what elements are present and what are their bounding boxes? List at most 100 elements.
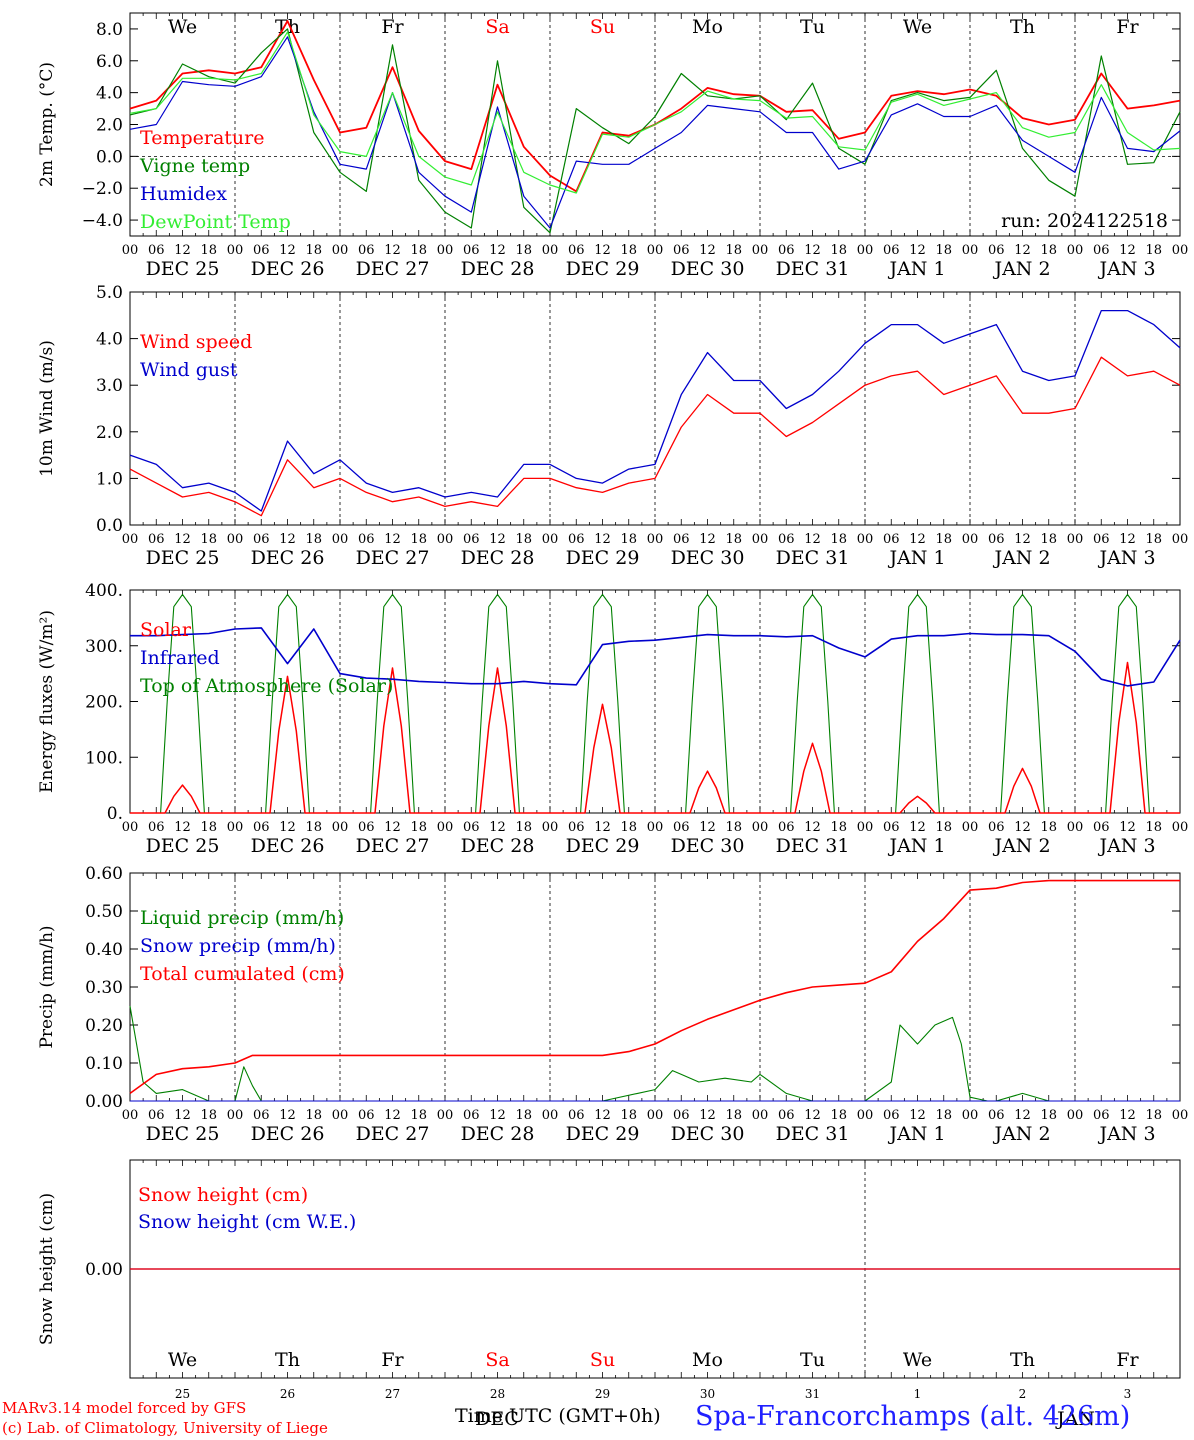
hour-tick-label: 06 bbox=[253, 820, 270, 835]
weekday-label: Th bbox=[275, 1349, 300, 1371]
y-tick-label: −4.0 bbox=[82, 211, 123, 231]
hour-tick-label: 00 bbox=[437, 243, 454, 258]
hour-tick-label: 18 bbox=[1145, 1108, 1162, 1123]
model-credit: MARv3.14 model forced by GFS bbox=[2, 1399, 247, 1417]
precip-series-line bbox=[129, 879, 1180, 1095]
date-label: DEC 26 bbox=[251, 835, 325, 857]
date-label: DEC 26 bbox=[251, 1123, 325, 1145]
hour-tick-label: 12 bbox=[384, 820, 401, 835]
hour-tick-label: 18 bbox=[620, 1108, 637, 1123]
weekday-label: Su bbox=[590, 16, 615, 38]
x-axis-title: Time UTC (GMT+0h) bbox=[455, 1405, 661, 1427]
hour-tick-label: 12 bbox=[909, 820, 926, 835]
date-label: DEC 31 bbox=[776, 1123, 850, 1145]
hour-tick-label: 12 bbox=[699, 243, 716, 258]
hour-tick-label: 18 bbox=[830, 820, 847, 835]
hour-tick-label: 00 bbox=[857, 243, 874, 258]
hour-tick-label: 18 bbox=[200, 532, 217, 547]
hour-tick-label: 06 bbox=[568, 1108, 585, 1123]
date-label: DEC 28 bbox=[461, 258, 535, 280]
hour-tick-label: 06 bbox=[988, 532, 1005, 547]
date-label: DEC 27 bbox=[356, 258, 430, 280]
hour-tick-label: 18 bbox=[305, 820, 322, 835]
hour-tick-label: 06 bbox=[253, 1108, 270, 1123]
y-tick-label: 100. bbox=[85, 748, 123, 768]
hour-tick-label: 12 bbox=[1014, 1108, 1031, 1123]
y-tick-label: 0.10 bbox=[85, 1054, 123, 1074]
date-label: DEC 25 bbox=[146, 547, 220, 569]
y-axis-label: Energy fluxes (W/m²) bbox=[37, 610, 57, 793]
hour-tick-label: 12 bbox=[279, 820, 296, 835]
day-number-label: 2 bbox=[1019, 1387, 1027, 1401]
hour-tick-label: 18 bbox=[410, 243, 427, 258]
date-label: DEC 26 bbox=[251, 547, 325, 569]
hour-tick-label: 12 bbox=[909, 1108, 926, 1123]
date-label: JAN 1 bbox=[887, 835, 945, 857]
hour-tick-label: 00 bbox=[857, 1108, 874, 1123]
date-label: JAN 2 bbox=[992, 1123, 1050, 1145]
hour-tick-label: 18 bbox=[830, 1108, 847, 1123]
hour-tick-label: 00 bbox=[647, 1108, 664, 1123]
date-label: JAN 3 bbox=[1097, 835, 1155, 857]
day-number-label: 1 bbox=[914, 1387, 922, 1401]
day-number-label: 28 bbox=[490, 1387, 505, 1401]
legend-entry: Infrared bbox=[140, 647, 220, 669]
hour-tick-label: 06 bbox=[463, 820, 480, 835]
weekday-label: Fr bbox=[381, 16, 404, 38]
day-number-label: 3 bbox=[1124, 1387, 1132, 1401]
date-label: DEC 30 bbox=[671, 1123, 745, 1145]
hour-tick-label: 00 bbox=[962, 532, 979, 547]
infrared-line bbox=[130, 627, 1181, 687]
y-tick-label: −2.0 bbox=[82, 179, 123, 199]
hour-tick-label: 12 bbox=[384, 1108, 401, 1123]
date-label: DEC 29 bbox=[566, 547, 640, 569]
hour-tick-label: 00 bbox=[647, 820, 664, 835]
date-label: DEC 28 bbox=[461, 547, 535, 569]
legend-entry: Wind gust bbox=[140, 359, 238, 381]
hour-tick-label: 06 bbox=[778, 532, 795, 547]
hour-tick-label: 00 bbox=[332, 820, 349, 835]
legend-entry: Snow precip (mm/h) bbox=[140, 935, 336, 957]
y-tick-label: 0.0 bbox=[96, 516, 123, 536]
legend-entry: Snow height (cm W.E.) bbox=[138, 1211, 356, 1233]
weekday-label: Su bbox=[590, 1349, 615, 1371]
date-label: DEC 28 bbox=[461, 835, 535, 857]
y-axis-label: 10m Wind (m/s) bbox=[37, 340, 57, 477]
hour-tick-label: 00 bbox=[857, 820, 874, 835]
y-axis-label: Snow height (cm) bbox=[37, 1193, 57, 1345]
date-label: JAN 3 bbox=[1097, 1123, 1155, 1145]
hour-tick-label: 18 bbox=[830, 243, 847, 258]
y-tick-label: 1.0 bbox=[96, 469, 123, 489]
hour-tick-label: 18 bbox=[515, 243, 532, 258]
precip-series-line bbox=[129, 1005, 1180, 1102]
date-label: DEC 31 bbox=[776, 547, 850, 569]
hour-tick-label: 06 bbox=[568, 243, 585, 258]
y-tick-label: 400. bbox=[85, 581, 123, 601]
hour-tick-label: 12 bbox=[279, 243, 296, 258]
date-label: DEC 30 bbox=[671, 835, 745, 857]
hour-tick-label: 06 bbox=[463, 1108, 480, 1123]
hour-tick-label: 12 bbox=[594, 532, 611, 547]
date-label: DEC 28 bbox=[461, 1123, 535, 1145]
hour-tick-label: 18 bbox=[935, 820, 952, 835]
y-tick-label: 5.0 bbox=[96, 283, 123, 303]
hour-tick-label: 18 bbox=[620, 820, 637, 835]
hour-tick-label: 06 bbox=[883, 820, 900, 835]
y-tick-label: 6.0 bbox=[96, 52, 123, 72]
day-number-label: 29 bbox=[595, 1387, 610, 1401]
hour-tick-label: 00 bbox=[542, 532, 559, 547]
hour-tick-label: 18 bbox=[305, 1108, 322, 1123]
wind-series-line bbox=[129, 356, 1181, 517]
legend-entry: DewPoint Temp bbox=[140, 211, 291, 233]
legend-entry: Liquid precip (mm/h) bbox=[140, 907, 344, 929]
weekday-label: Th bbox=[1010, 1349, 1035, 1371]
wind-series-line bbox=[129, 309, 1181, 512]
date-label: JAN 1 bbox=[887, 1123, 945, 1145]
hour-tick-label: 00 bbox=[1172, 243, 1189, 258]
hour-tick-label: 18 bbox=[200, 243, 217, 258]
date-label: DEC 31 bbox=[776, 258, 850, 280]
hour-tick-label: 12 bbox=[699, 532, 716, 547]
hour-tick-label: 18 bbox=[1145, 820, 1162, 835]
hour-tick-label: 12 bbox=[1119, 243, 1136, 258]
hour-tick-label: 12 bbox=[594, 820, 611, 835]
